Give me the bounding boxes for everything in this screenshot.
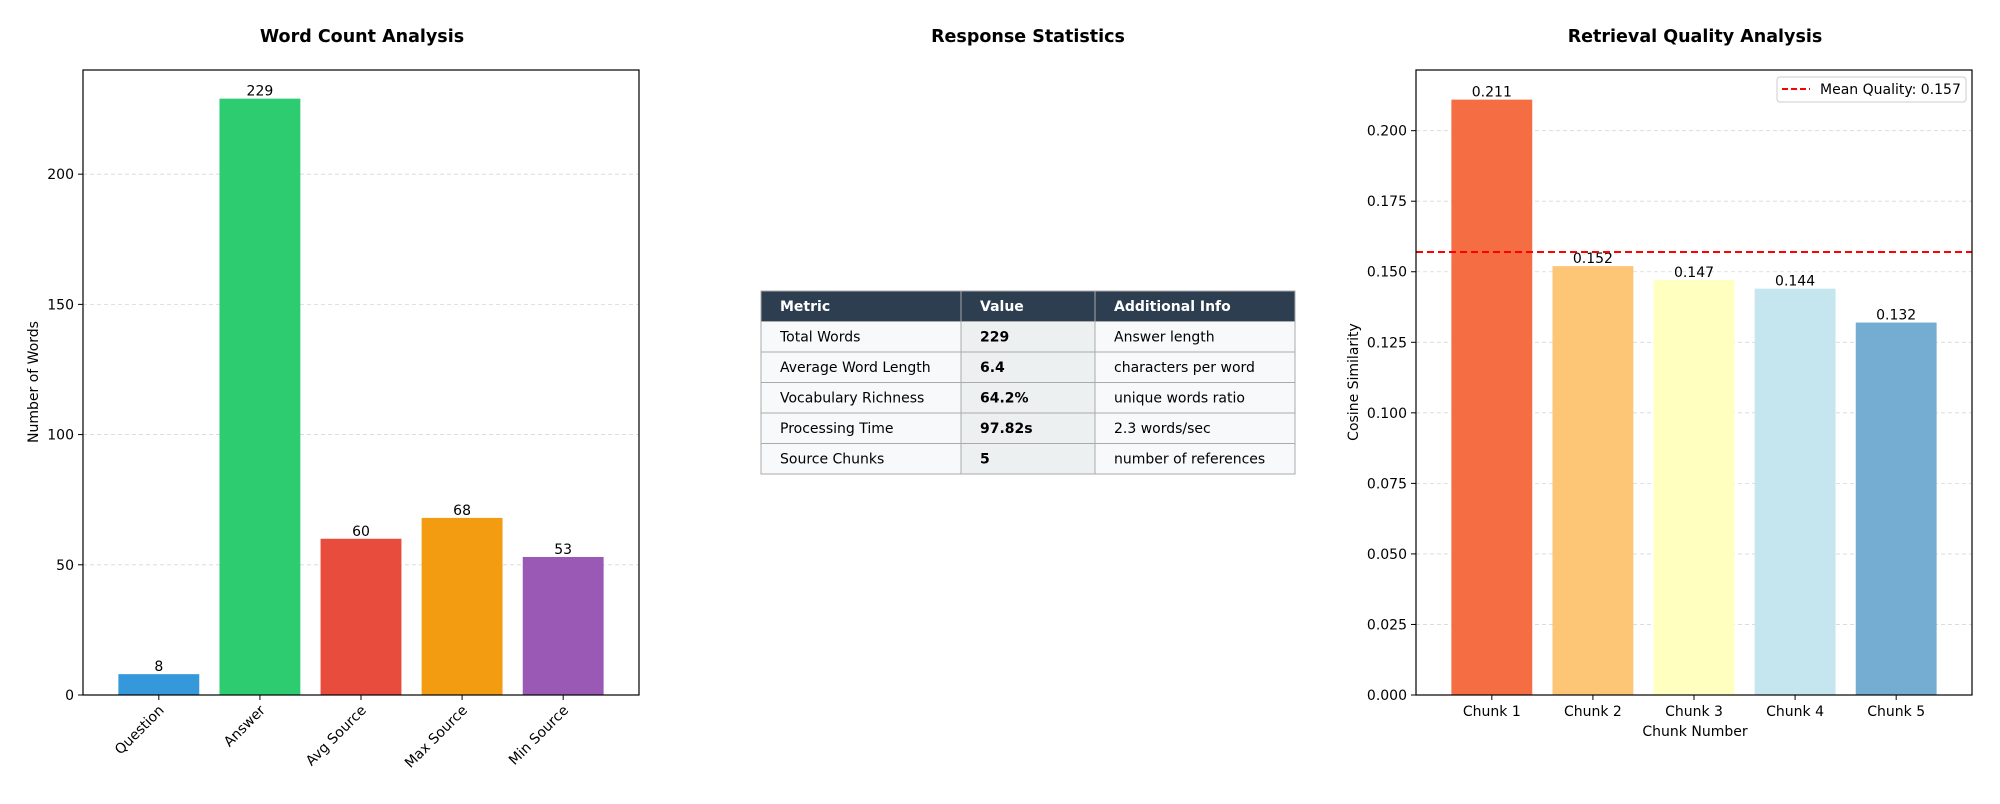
table-cell-bg: [760, 443, 962, 475]
bar-value-label: 229: [247, 84, 274, 100]
table-cell: unique words ratio: [1114, 391, 1245, 407]
y-tick-label: 0.050: [1367, 547, 1407, 563]
bar-answer: [219, 98, 301, 696]
response-statistics-title: Response Statistics: [931, 27, 1125, 47]
bar-chunk-5: [1855, 322, 1937, 695]
y-tick-label: 0.100: [1367, 406, 1407, 422]
table-cell-bg: [1094, 382, 1296, 414]
bar-avg-source: [320, 538, 402, 695]
x-tick-label: Max Source: [402, 703, 471, 772]
x-tick-label: Chunk 3: [1665, 704, 1723, 720]
word-count-axes-frame: [82, 69, 640, 696]
bar-question: [118, 674, 200, 695]
bar-value-label: 60: [352, 524, 370, 540]
table-header-row: [760, 290, 1296, 322]
bar-value-label: 53: [554, 542, 572, 558]
x-tick-label: Chunk 1: [1463, 704, 1521, 720]
bar-chunk-3: [1653, 280, 1735, 695]
table-cell: Vocabulary Richness: [780, 391, 924, 407]
table-header-cell: Value: [980, 299, 1024, 315]
y-tick-label: 150: [47, 297, 74, 313]
y-tick-label: 200: [47, 167, 74, 183]
bar-chunk-2: [1552, 266, 1634, 695]
legend: Mean Quality: 0.157: [1776, 76, 1967, 103]
bar-value-label: 0.152: [1573, 251, 1613, 267]
x-tick-label: Avg Source: [303, 703, 370, 770]
y-tick-label: 0: [65, 688, 74, 704]
bar-value-label: 8: [154, 659, 163, 675]
legend-mean-quality-label: Mean Quality: 0.157: [1820, 82, 1961, 98]
y-tick-label: 50: [56, 558, 74, 574]
response-statistics: Response Statistics Metric Value Additiona…: [760, 27, 1296, 475]
y-tick-label: 0.125: [1367, 335, 1407, 351]
bar-chunk-1: [1451, 99, 1533, 695]
table-cell: Processing Time: [780, 421, 893, 437]
word-count-chart: Word Count Analysis Number of Words 8 229…: [26, 27, 640, 772]
bar-value-label: 68: [453, 503, 471, 519]
retrieval-quality-chart: Retrieval Quality Analysis Cosine Simila…: [1346, 27, 1973, 740]
y-tick-label: 0.000: [1367, 688, 1407, 704]
y-tick-label: 0.150: [1367, 265, 1407, 281]
x-tick-label: Min Source: [506, 703, 572, 769]
bar-max-source: [421, 517, 503, 695]
table-cell: 2.3 words/sec: [1114, 421, 1211, 437]
x-tick-label: Chunk 4: [1766, 704, 1824, 720]
table-cell: Average Word Length: [780, 360, 931, 376]
x-tick-label: Answer: [221, 702, 269, 750]
retrieval-quality-title: Retrieval Quality Analysis: [1568, 27, 1823, 47]
word-count-ylabel: Number of Words: [26, 321, 42, 443]
bar-value-label: 0.144: [1775, 274, 1815, 290]
x-tick-label: Question: [112, 703, 168, 759]
table-cell-bg: [1094, 321, 1296, 353]
table-cell: number of references: [1114, 452, 1265, 468]
table-cell: 229: [980, 330, 1009, 346]
retrieval-quality-ylabel: Cosine Similarity: [1346, 323, 1362, 441]
table-cell: 5: [980, 452, 990, 468]
bar-value-label: 0.147: [1674, 265, 1714, 281]
table-cell-bg: [960, 412, 1096, 444]
table-cell-bg: [760, 351, 962, 383]
word-count-title: Word Count Analysis: [260, 27, 464, 47]
y-tick-label: 0.025: [1367, 617, 1407, 633]
bar-min-source: [522, 556, 604, 695]
table-cell: Answer length: [1114, 330, 1215, 346]
bar-chunk-4: [1754, 288, 1836, 695]
table-header-cell: Additional Info: [1114, 299, 1231, 315]
table-cell: Source Chunks: [780, 452, 884, 468]
table-cell-bg: [960, 382, 1096, 414]
table-cell: Total Words: [779, 330, 860, 346]
table-cell: 6.4: [980, 360, 1005, 376]
y-tick-label: 0.200: [1367, 124, 1407, 140]
table-cell: characters per word: [1114, 360, 1255, 376]
retrieval-quality-xlabel: Chunk Number: [1642, 724, 1747, 740]
y-tick-label: 100: [47, 428, 74, 444]
table-cell-bg: [960, 443, 1096, 475]
bar-value-label: 0.211: [1472, 85, 1512, 101]
table-cell: 64.2%: [980, 391, 1029, 407]
bar-value-label: 0.132: [1876, 308, 1916, 324]
table-header-cell: Metric: [780, 299, 830, 315]
legend-box: [1776, 76, 1967, 103]
retrieval-quality-axes-frame: [1415, 69, 1973, 696]
x-tick-label: Chunk 5: [1867, 704, 1925, 720]
y-tick-label: 0.175: [1367, 194, 1407, 210]
table-cell-bg: [960, 351, 1096, 383]
x-tick-label: Chunk 2: [1564, 704, 1622, 720]
table-cell: 97.82s: [980, 421, 1033, 437]
table-cell-bg: [1094, 412, 1296, 444]
y-tick-label: 0.075: [1367, 476, 1407, 492]
statistics-table: Metric Value Additional Info Total Words 229…: [760, 290, 1296, 475]
table-cell-bg: [1094, 443, 1296, 475]
